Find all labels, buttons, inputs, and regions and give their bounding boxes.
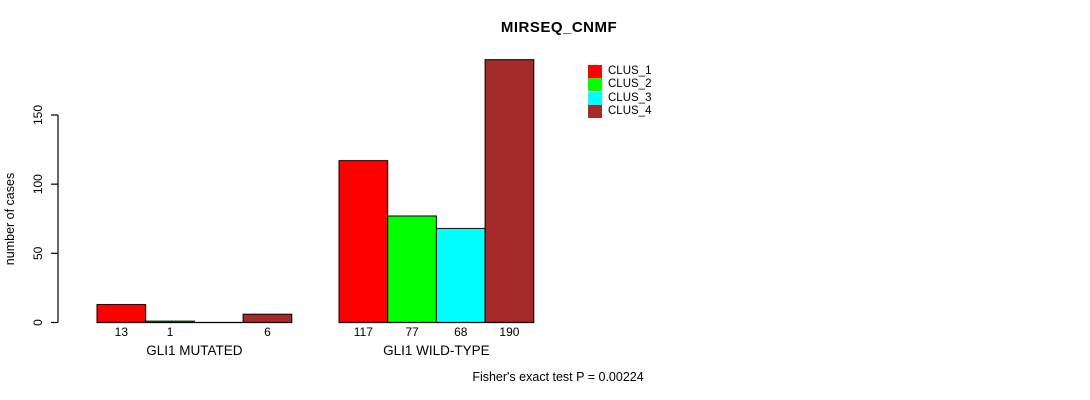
y-axis-tick-label: 100 [31, 174, 45, 194]
legend-color-swatch [588, 105, 602, 119]
legend-color-swatch [588, 78, 602, 92]
legend-label: CLUS_3 [608, 91, 652, 104]
bar-labels: 13 1 6 GLI1 MUTATED 117 77 68 190 GLI1 WILD-TYPE [115, 325, 520, 358]
legend-color-swatch [588, 65, 602, 79]
bar-value-label: 190 [499, 325, 519, 339]
bar-clus_1 [96, 304, 147, 323]
p-value-annotation: Fisher's exact test P = 0.00224 [472, 370, 644, 384]
bar-clus_1 [338, 160, 389, 323]
bar-value-label: 117 [354, 325, 373, 339]
group-label: GLI1 WILD-TYPE [383, 343, 490, 358]
y-axis-tick-label: 0 [31, 319, 45, 326]
y-axis-tick-label: 150 [31, 105, 45, 125]
legend: CLUS_1 CLUS_2 CLUS_3 CLUS_4 [588, 65, 652, 119]
legend-label: CLUS_2 [608, 78, 652, 91]
bar-clus_3 [435, 227, 486, 323]
legend-item: CLUS_1 [588, 65, 652, 79]
bar-value-label: 13 [115, 325, 129, 339]
y-axis-tick-label: 50 [31, 246, 45, 260]
bar-value-label: 6 [264, 325, 271, 339]
bar-clus_4 [242, 313, 293, 324]
bar-value-label: 77 [405, 325, 419, 339]
y-axis: 0 50 100 150 [31, 105, 59, 326]
legend-item: CLUS_3 [588, 91, 652, 105]
legend-label: CLUS_4 [608, 105, 652, 118]
bar-clus_4 [484, 59, 535, 324]
bar-clus_2 [387, 215, 437, 324]
legend-label: CLUS_1 [608, 65, 652, 78]
group-label: GLI1 MUTATED [146, 343, 243, 358]
y-axis-title: number of cases [3, 173, 17, 265]
bar-value-label: 68 [454, 325, 468, 339]
legend-color-swatch [588, 91, 602, 105]
legend-item: CLUS_4 [588, 105, 652, 119]
bars [96, 59, 535, 324]
bar-value-label: 1 [167, 325, 174, 339]
chart-title: MIRSEQ_CNMF [500, 19, 618, 36]
legend-item: CLUS_2 [588, 78, 652, 92]
